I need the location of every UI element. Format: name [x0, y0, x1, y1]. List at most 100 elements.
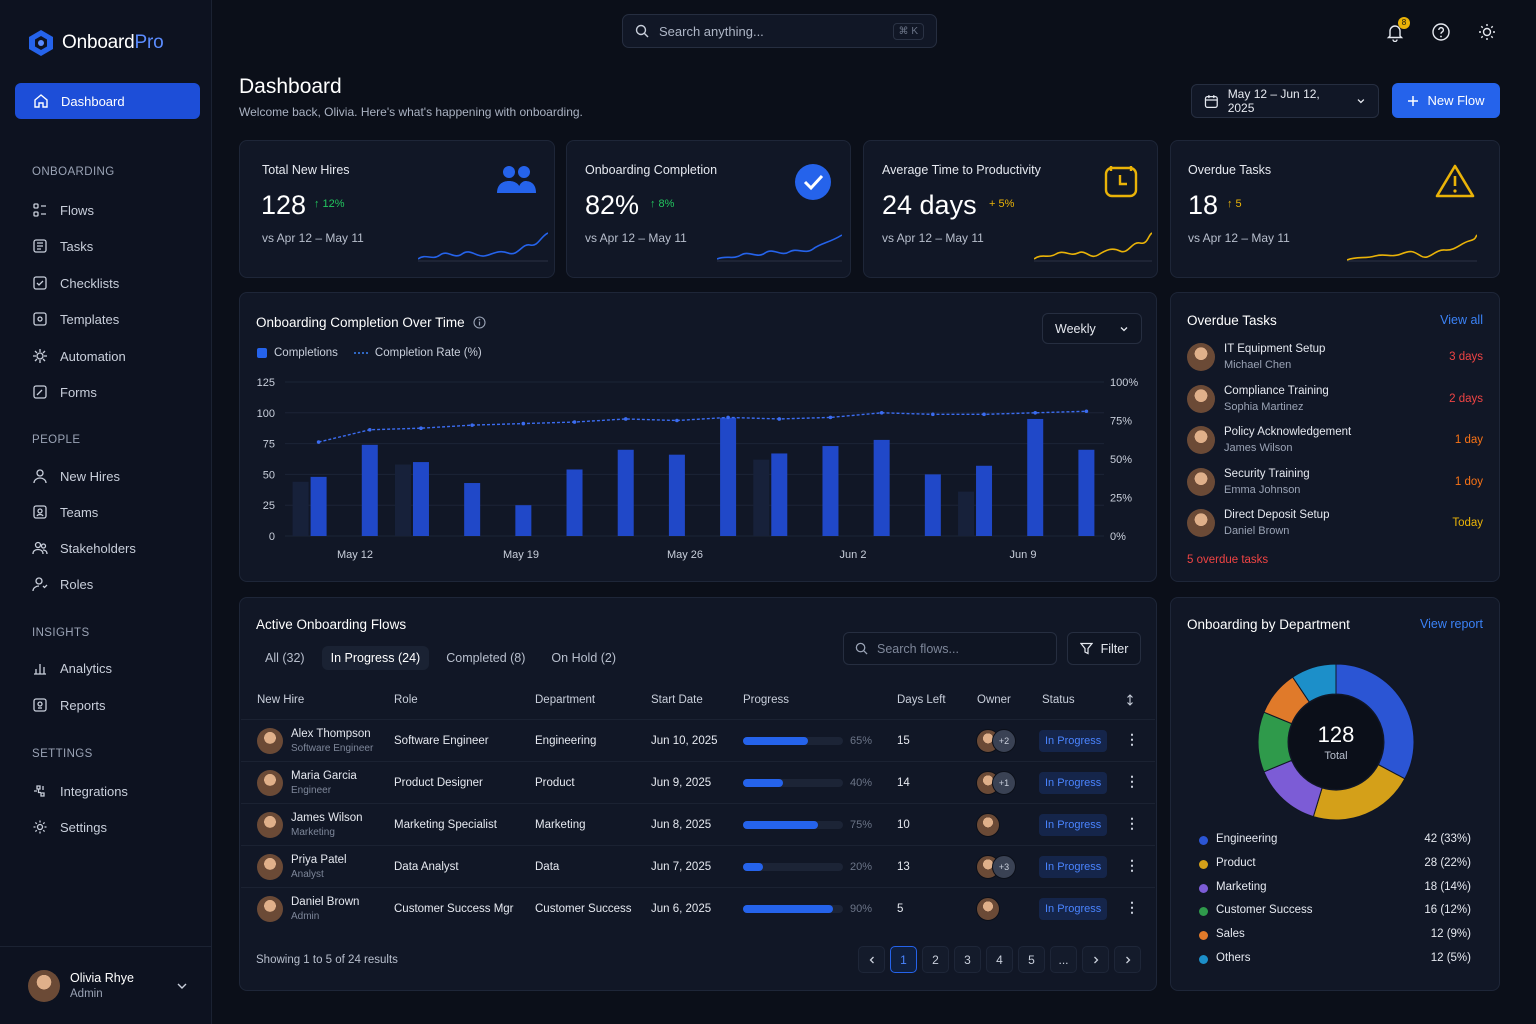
row-menu-icon[interactable]: ⋮ — [1125, 857, 1139, 873]
next-page-button[interactable] — [1082, 946, 1109, 973]
rate-point[interactable] — [777, 417, 782, 421]
sidebar-item-flows[interactable]: Flows — [32, 198, 94, 222]
row-menu-icon[interactable]: ⋮ — [1125, 773, 1139, 789]
column-header[interactable]: New Hire — [257, 694, 305, 706]
tab-in-progress[interactable]: In Progress (24) — [321, 646, 430, 670]
chart-bar[interactable] — [822, 446, 839, 536]
table-row[interactable]: Priya Patel Analyst Data Analyst Data Jun 7,… — [241, 845, 1155, 887]
tab-all[interactable]: All (32) — [265, 651, 305, 665]
owner-extra-count[interactable]: +1 — [992, 771, 1016, 795]
filter-button[interactable]: Filter — [1067, 632, 1141, 665]
kpi-card-completion[interactable]: Onboarding Completion 82% ↑ 8% vs Apr 12… — [566, 140, 851, 278]
row-menu-icon[interactable]: ⋮ — [1125, 899, 1139, 915]
column-header[interactable]: Progress — [743, 694, 790, 706]
column-settings-icon[interactable] — [1124, 694, 1136, 706]
owner-extra-count[interactable]: +2 — [992, 729, 1016, 753]
rate-point[interactable] — [316, 440, 321, 444]
rate-point[interactable] — [879, 411, 884, 415]
sidebar-item-dashboard[interactable]: Dashboard — [15, 83, 200, 119]
chart-bar[interactable] — [668, 454, 685, 536]
page-button[interactable]: 4 — [986, 946, 1013, 973]
rate-point[interactable] — [1033, 411, 1038, 415]
page-button[interactable]: 5 — [1018, 946, 1045, 973]
rate-point[interactable] — [521, 421, 526, 426]
rate-point[interactable] — [726, 415, 730, 420]
new-flow-button[interactable]: New Flow — [1392, 83, 1500, 118]
sidebar-item-checklists[interactable]: Checklists — [32, 271, 119, 295]
global-search[interactable]: Search anything... ⌘ K — [622, 14, 937, 48]
chart-bar[interactable] — [515, 505, 532, 536]
column-header[interactable]: Department — [535, 694, 596, 706]
sidebar-item-templates[interactable]: Templates — [32, 307, 119, 331]
page-button[interactable]: 2 — [922, 946, 949, 973]
chart-bar[interactable] — [412, 462, 429, 536]
tab-completed[interactable]: Completed (8) — [446, 651, 526, 665]
column-header[interactable]: Start Date — [651, 694, 703, 706]
table-row[interactable]: Alex Thompson Software Engineer Software E… — [241, 719, 1155, 761]
sidebar-item-automation[interactable]: Automation — [32, 344, 126, 368]
rate-point[interactable] — [367, 427, 372, 432]
chart-bar[interactable] — [617, 449, 634, 536]
chart-bar[interactable] — [464, 483, 481, 536]
tab-on-hold[interactable]: On Hold (2) — [551, 651, 617, 665]
rate-point[interactable] — [828, 415, 833, 420]
chart-bar[interactable] — [924, 474, 941, 536]
column-header[interactable]: Owner — [977, 694, 1011, 706]
rate-point[interactable] — [1084, 409, 1089, 414]
info-icon[interactable] — [473, 316, 486, 329]
kpi-card-productivity[interactable]: Average Time to Productivity 24 days + 5… — [863, 140, 1158, 278]
overdue-task-item[interactable]: Policy Acknowledgement James Wilson 1 day — [1187, 425, 1483, 457]
sidebar-item-stakeholders[interactable]: Stakeholders — [32, 536, 136, 560]
help-button[interactable] — [1431, 22, 1451, 42]
view-report-link[interactable]: View report — [1420, 617, 1483, 631]
rate-point[interactable] — [675, 418, 679, 423]
table-row[interactable]: Maria Garcia Engineer Product Designer Prod… — [241, 761, 1155, 803]
column-header[interactable]: Days Left — [897, 694, 946, 706]
chart-bar[interactable] — [976, 465, 993, 536]
date-range-picker[interactable]: May 12 – Jun 12, 2025 — [1191, 84, 1379, 118]
table-row[interactable]: James Wilson Marketing Marketing Specialis… — [241, 803, 1155, 845]
sidebar-item-teams[interactable]: Teams — [32, 500, 98, 524]
chart-bar[interactable] — [720, 417, 737, 536]
rate-point[interactable] — [419, 426, 423, 430]
view-all-link[interactable]: View all — [1440, 313, 1483, 327]
overdue-task-item[interactable]: Security Training Emma Johnson 1 doy — [1187, 467, 1483, 499]
sidebar-item-settings[interactable]: Settings — [32, 815, 107, 839]
prev-page-button[interactable] — [858, 946, 885, 973]
chart-bar[interactable] — [361, 444, 378, 536]
kpi-card-new-hires[interactable]: Total New Hires 128 ↑ 12% vs Apr 12 – Ma… — [239, 140, 555, 278]
rate-point[interactable] — [623, 417, 628, 421]
page-button[interactable]: 3 — [954, 946, 981, 973]
chart-bar[interactable] — [310, 476, 327, 536]
donut-slice[interactable] — [1291, 663, 1337, 703]
sidebar-item-new-hires[interactable]: New Hires — [32, 464, 120, 488]
overdue-task-item[interactable]: IT Equipment Setup Michael Chen 3 days — [1187, 342, 1483, 374]
rate-point[interactable] — [931, 412, 935, 417]
rate-point[interactable] — [572, 420, 577, 424]
sidebar-item-forms[interactable]: Forms — [32, 380, 97, 404]
row-menu-icon[interactable]: ⋮ — [1125, 731, 1139, 747]
owner-extra-count[interactable]: +3 — [992, 855, 1016, 879]
rate-point[interactable] — [470, 423, 474, 427]
theme-toggle[interactable] — [1477, 22, 1497, 42]
owner-avatar[interactable] — [976, 813, 1000, 837]
page-button[interactable]: 1 — [890, 946, 917, 973]
user-menu[interactable]: Olivia Rhye Admin — [0, 946, 212, 1024]
table-row[interactable]: Daniel Brown Admin Customer Success Mgr Cus… — [241, 887, 1155, 929]
sidebar-item-analytics[interactable]: Analytics — [32, 656, 112, 680]
chart-bar[interactable] — [1027, 418, 1044, 536]
chart-bar[interactable] — [771, 453, 788, 536]
rate-point[interactable] — [982, 412, 986, 417]
period-select[interactable]: Weekly — [1042, 313, 1142, 344]
chart-bar[interactable] — [873, 439, 890, 536]
sidebar-item-tasks[interactable]: Tasks — [32, 234, 93, 258]
chart-bar[interactable] — [566, 469, 583, 536]
owner-avatar[interactable] — [976, 897, 1000, 921]
overdue-count[interactable]: 5 overdue tasks — [1187, 554, 1269, 566]
column-header[interactable]: Status — [1042, 694, 1075, 706]
column-header[interactable]: Role — [394, 694, 418, 706]
sidebar-item-reports[interactable]: Reports — [32, 693, 106, 717]
kpi-card-overdue[interactable]: Overdue Tasks 18 ↑ 5 vs Apr 12 – May 11 — [1170, 140, 1500, 278]
sidebar-item-roles[interactable]: Roles — [32, 572, 93, 596]
row-menu-icon[interactable]: ⋮ — [1125, 815, 1139, 831]
